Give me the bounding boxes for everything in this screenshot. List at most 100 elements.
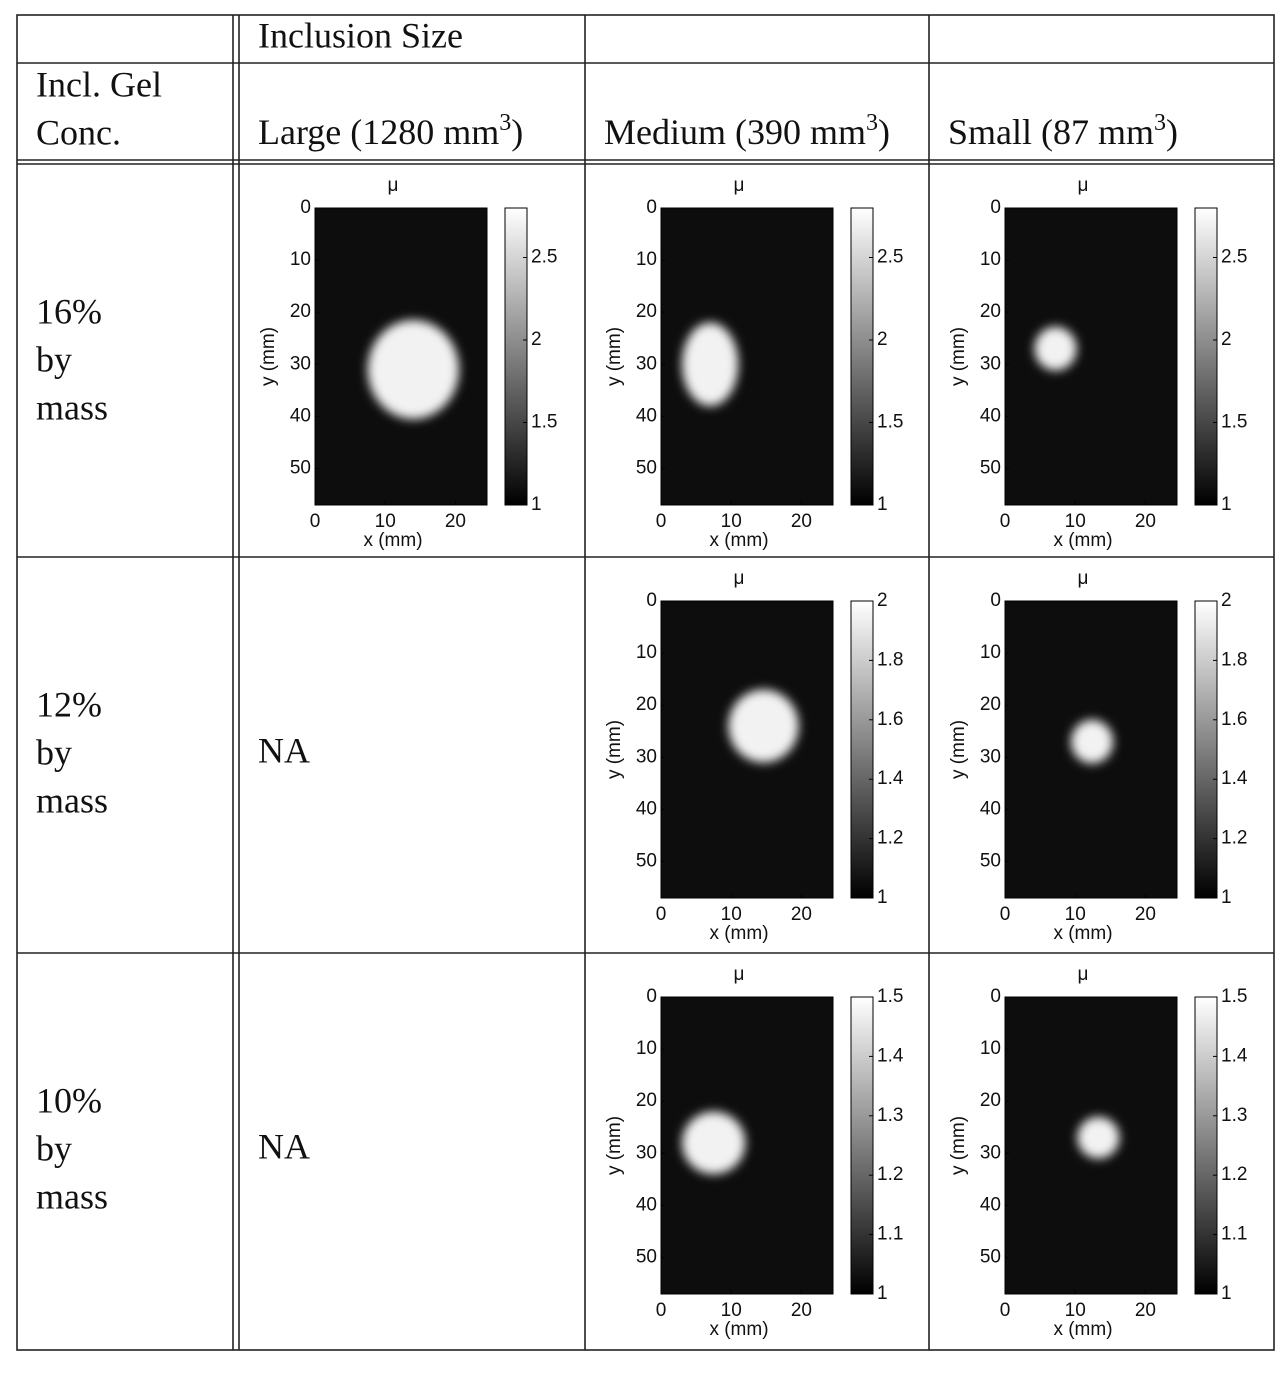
x-axis-label: x (mm) bbox=[1053, 923, 1112, 944]
header-end: ) bbox=[1166, 112, 1178, 152]
y-tick-label: 50 bbox=[290, 458, 311, 479]
row-label: mass bbox=[36, 1176, 108, 1216]
colorbar-tick-label: 1.5 bbox=[877, 412, 903, 433]
y-tick-label: 10 bbox=[980, 249, 1001, 270]
y-tick-label: 0 bbox=[646, 197, 657, 218]
y-tick-label: 30 bbox=[636, 353, 657, 374]
header-text: Large (1280 mm bbox=[258, 112, 499, 152]
x-tick-label: 20 bbox=[791, 511, 812, 532]
row-label: 10% bbox=[36, 1080, 102, 1120]
header-sup: 3 bbox=[499, 110, 511, 136]
column-header: Large (1280 mm3) bbox=[258, 110, 523, 153]
colorbar-tick-label: 1.8 bbox=[1221, 649, 1247, 670]
x-tick-label: 0 bbox=[1000, 1300, 1011, 1321]
colorbar-tick-label: 1 bbox=[1221, 887, 1232, 908]
colorbar bbox=[1195, 601, 1217, 898]
row-header: Incl. Gel bbox=[36, 64, 162, 104]
x-tick-label: 20 bbox=[791, 1300, 812, 1321]
colorbar-tick-label: 1.2 bbox=[877, 1164, 903, 1185]
y-axis-label: y (mm) bbox=[604, 1116, 625, 1175]
y-tick-label: 0 bbox=[990, 197, 1001, 218]
colorbar-tick-label: 1 bbox=[877, 494, 888, 515]
x-tick-label: 20 bbox=[791, 904, 812, 925]
colorbar-tick-label: 1 bbox=[1221, 494, 1232, 515]
row-label: by bbox=[36, 732, 72, 772]
y-tick-label: 50 bbox=[980, 1247, 1001, 1268]
x-tick-label: 20 bbox=[1135, 511, 1156, 532]
y-axis-label: y (mm) bbox=[604, 327, 625, 386]
plot: μ0102001020304050x (mm)y (mm)11.21.41.61… bbox=[948, 568, 1248, 944]
y-tick-label: 50 bbox=[636, 1247, 657, 1268]
x-axis-label: x (mm) bbox=[709, 1319, 768, 1340]
x-axis-label: x (mm) bbox=[709, 923, 768, 944]
y-tick-label: 20 bbox=[980, 301, 1001, 322]
x-axis-label: x (mm) bbox=[1053, 530, 1112, 551]
y-tick-label: 30 bbox=[980, 353, 1001, 374]
y-tick-label: 10 bbox=[636, 1038, 657, 1059]
colorbar-tick-label: 1.4 bbox=[1221, 1045, 1248, 1066]
y-tick-label: 50 bbox=[980, 458, 1001, 479]
row-header: Conc. bbox=[36, 112, 121, 152]
y-tick-label: 10 bbox=[636, 642, 657, 663]
y-tick-label: 10 bbox=[980, 642, 1001, 663]
plot: μ0102001020304050x (mm)y (mm)11.522.5 bbox=[604, 175, 903, 551]
colorbar-tick-label: 1.3 bbox=[1221, 1105, 1247, 1126]
table-figure: Inclusion Size Incl. Gel Conc. Large (12… bbox=[0, 0, 1284, 1375]
y-tick-label: 50 bbox=[636, 851, 657, 872]
plot-title: μ bbox=[734, 175, 745, 196]
inclusion bbox=[1077, 1117, 1119, 1159]
colorbar-tick-label: 2 bbox=[877, 329, 888, 350]
plot-title: μ bbox=[1078, 964, 1089, 985]
x-tick-label: 10 bbox=[721, 904, 742, 925]
colorbar-tick-label: 1.2 bbox=[1221, 1164, 1247, 1185]
y-tick-label: 30 bbox=[980, 746, 1001, 767]
colorbar-tick-label: 1.4 bbox=[877, 768, 904, 789]
na-cell: NA bbox=[258, 730, 310, 770]
x-tick-label: 10 bbox=[375, 511, 396, 532]
colorbar-tick-label: 1 bbox=[1221, 1283, 1232, 1304]
colorbar-tick-label: 1.4 bbox=[1221, 768, 1248, 789]
y-tick-label: 20 bbox=[980, 694, 1001, 715]
image-map bbox=[1005, 208, 1177, 505]
y-tick-label: 20 bbox=[980, 1090, 1001, 1111]
x-tick-label: 0 bbox=[1000, 904, 1011, 925]
row-label: by bbox=[36, 1128, 72, 1168]
y-tick-label: 20 bbox=[290, 301, 311, 322]
y-tick-label: 20 bbox=[636, 694, 657, 715]
y-tick-label: 0 bbox=[646, 590, 657, 611]
y-axis-label: y (mm) bbox=[948, 327, 969, 386]
y-tick-label: 0 bbox=[990, 986, 1001, 1007]
group-header: Inclusion Size bbox=[258, 15, 463, 55]
colorbar-tick-label: 1.6 bbox=[1221, 709, 1247, 730]
x-tick-label: 0 bbox=[1000, 511, 1011, 532]
colorbar-tick-label: 2 bbox=[1221, 590, 1232, 611]
header-sup: 3 bbox=[866, 110, 878, 136]
header-end: ) bbox=[511, 112, 523, 152]
row-label: by bbox=[36, 339, 72, 379]
inclusion bbox=[682, 1112, 745, 1175]
colorbar-tick-label: 1.1 bbox=[1221, 1224, 1247, 1245]
colorbar-tick-label: 1.5 bbox=[531, 412, 557, 433]
y-tick-label: 20 bbox=[636, 1090, 657, 1111]
colorbar bbox=[1195, 208, 1217, 505]
colorbar-tick-label: 1 bbox=[877, 887, 888, 908]
header-text: Small (87 mm bbox=[948, 112, 1154, 152]
y-tick-label: 30 bbox=[290, 353, 311, 374]
colorbar-tick-label: 1.4 bbox=[877, 1045, 904, 1066]
x-axis-label: x (mm) bbox=[709, 530, 768, 551]
colorbar-tick-label: 2 bbox=[531, 329, 542, 350]
colorbar bbox=[851, 601, 873, 898]
y-tick-label: 30 bbox=[636, 746, 657, 767]
plot: μ0102001020304050x (mm)y (mm)11.522.5 bbox=[948, 175, 1247, 551]
colorbar-tick-label: 1.2 bbox=[877, 828, 903, 849]
y-tick-label: 40 bbox=[980, 405, 1001, 426]
x-tick-label: 10 bbox=[1065, 511, 1086, 532]
y-tick-label: 10 bbox=[980, 1038, 1001, 1059]
column-header: Small (87 mm3) bbox=[948, 110, 1178, 153]
y-tick-label: 40 bbox=[636, 405, 657, 426]
plot: μ0102001020304050x (mm)y (mm)11.11.21.31… bbox=[604, 964, 904, 1340]
y-tick-label: 40 bbox=[980, 798, 1001, 819]
y-tick-label: 30 bbox=[980, 1142, 1001, 1163]
